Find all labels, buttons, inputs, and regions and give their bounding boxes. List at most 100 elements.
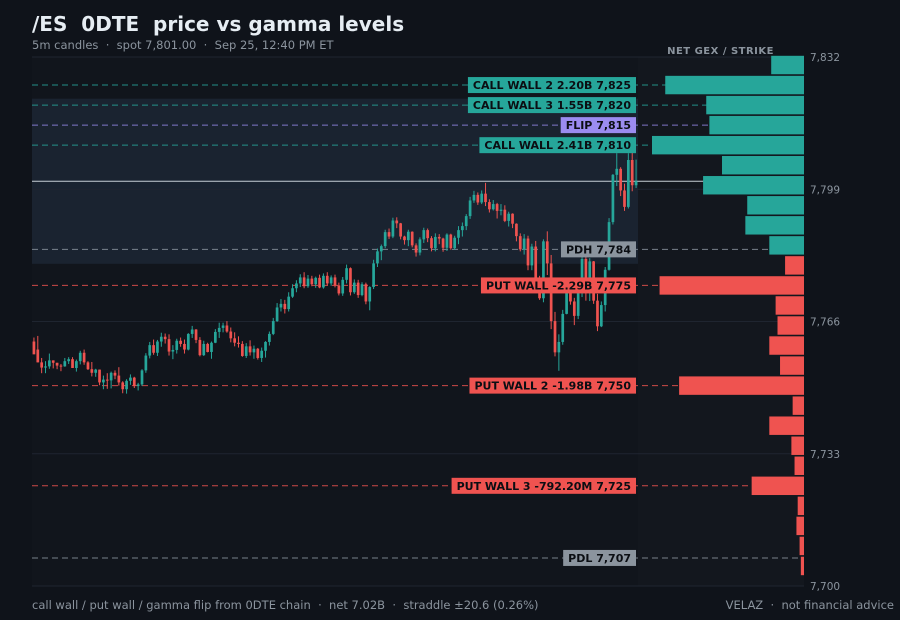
candle-body [484, 193, 487, 203]
level-label-text: CALL WALL 2 2.20B 7,825 [473, 79, 631, 92]
candle-body [256, 348, 260, 358]
candle-body [626, 159, 630, 207]
candle-body [572, 301, 576, 316]
gex-bar [771, 55, 804, 75]
candle-body [565, 283, 568, 314]
candle-body [98, 369, 101, 383]
candle-body [457, 230, 460, 238]
candle-body [495, 204, 499, 211]
candle-body [623, 190, 626, 207]
candle-body [534, 246, 538, 284]
candle-body [221, 325, 225, 328]
gex-bar [709, 115, 804, 135]
candle-body [132, 377, 136, 387]
candle-body [271, 321, 275, 334]
candle-body [472, 194, 476, 201]
candle-body [295, 283, 298, 289]
candle-body [48, 360, 51, 367]
candle-body [202, 343, 206, 356]
candle-body [430, 238, 433, 249]
level-label-text: PUT WALL 3 -792.20M 7,725 [457, 480, 631, 493]
level-label-box [469, 377, 636, 394]
candle-body [406, 231, 410, 241]
candle-body [449, 234, 453, 249]
candle-body [241, 343, 244, 356]
candle-body [437, 236, 441, 239]
candle-body [310, 278, 314, 285]
candle-body [395, 220, 399, 224]
gex-bar [799, 536, 804, 556]
candle-body [349, 268, 352, 293]
candle-body [337, 285, 341, 294]
candle-body [229, 331, 233, 339]
chart-subtitle: 5m candles · spot 7,801.00 · Sep 25, 12:… [32, 38, 334, 52]
candle-body [71, 359, 74, 368]
candle-body [325, 275, 329, 284]
gex-bar [791, 436, 804, 455]
candle-body [190, 329, 194, 334]
candle-body [183, 343, 186, 350]
candle-body [287, 296, 291, 310]
level-label: CALL WALL 3 1.55B 7,820 [467, 97, 636, 114]
candle-body [125, 380, 128, 390]
candle-body [399, 223, 402, 237]
candle-body [464, 216, 468, 227]
candle-body [356, 282, 360, 296]
candle-body [306, 278, 310, 287]
candle-body [403, 236, 406, 241]
candle-body [94, 369, 98, 373]
level-label: PDH 7,784 [560, 241, 636, 258]
level-label-box [467, 77, 636, 94]
gex-bar [777, 316, 804, 335]
candle-body [136, 384, 140, 387]
level-label-text: PDH 7,784 [566, 243, 631, 256]
candle-body [217, 327, 221, 332]
candle-body [333, 277, 337, 286]
level-label-box [560, 241, 636, 258]
candle-body [75, 361, 78, 368]
candle-body [329, 277, 333, 284]
candle-body [526, 238, 530, 266]
y-axis: 7,700 7,733 7,766 7,799 7,832 [810, 52, 840, 593]
candle-body [159, 336, 163, 342]
gex-bar [703, 176, 804, 195]
level-label-text: CALL WALL 3 1.55B 7,820 [473, 99, 631, 112]
gridlines [32, 56, 804, 587]
candle-body [511, 213, 514, 224]
candle-body [488, 202, 491, 210]
candle-body [55, 362, 59, 366]
candle-body [179, 340, 182, 344]
gex-bar [745, 216, 804, 235]
candle-body [109, 372, 113, 381]
gex-bar [659, 276, 804, 295]
level-label: CALL WALL 2.41B 7,810 [479, 137, 636, 154]
candle-body [453, 237, 457, 249]
candle-body [44, 366, 47, 368]
candle-body [476, 194, 480, 203]
candle-body [283, 303, 287, 310]
candle-body [86, 362, 90, 370]
candle-body [418, 239, 422, 253]
candle-body [545, 241, 549, 264]
candle-body [542, 241, 545, 299]
level-label-box [479, 137, 636, 154]
y-tick-label: 7,766 [810, 317, 840, 329]
candle-body [468, 200, 472, 217]
candle-body [59, 365, 63, 367]
gex-bar [780, 356, 804, 375]
candle-body [410, 231, 414, 246]
candle-body [206, 343, 209, 352]
candle-body [522, 238, 526, 250]
candle-body [275, 307, 279, 322]
footer-note: call wall / put wall / gamma flip from 0… [32, 598, 539, 612]
candle-body [210, 342, 213, 352]
candle-body [171, 349, 175, 352]
candle-body [499, 209, 503, 211]
candle-body [268, 333, 271, 342]
gex-bar [769, 336, 804, 355]
gex-bar [792, 396, 804, 415]
gex-bar [722, 155, 804, 175]
candle-body [322, 275, 325, 288]
gex-bar [797, 496, 804, 516]
candle-body [252, 348, 256, 353]
